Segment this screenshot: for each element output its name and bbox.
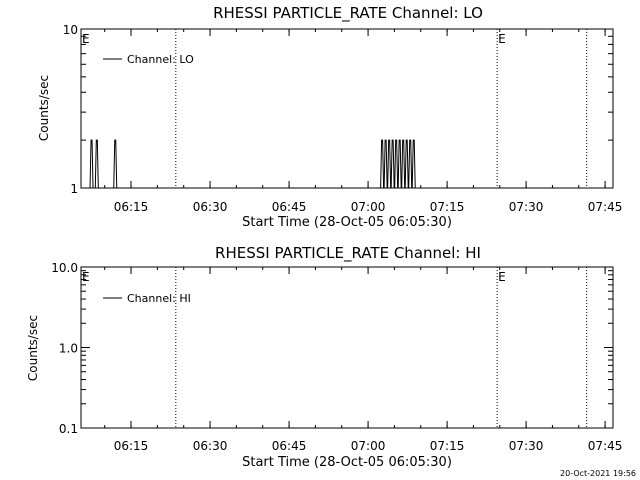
y-axis-label: Counts/sec: [37, 75, 51, 141]
x-axis-label: Start Time (28-Oct-05 06:05:30): [242, 455, 452, 470]
x-tick-label: 07:15: [430, 200, 465, 214]
y-tick-label: 10.0: [51, 261, 78, 275]
data-spike: [397, 139, 402, 189]
data-spike: [404, 139, 409, 189]
y-tick-label: 0.1: [59, 422, 78, 436]
time-marker-label: E: [498, 32, 506, 46]
time-marker-label: E: [82, 32, 90, 46]
x-tick-label: 06:15: [114, 200, 149, 214]
chart-panel-lo: RHESSI PARTICLE_RATE Channel: LO Counts/…: [37, 4, 622, 230]
y-tick-label: 1: [70, 182, 78, 196]
x-tick-label: 07:30: [509, 439, 544, 453]
chart-title: RHESSI PARTICLE_RATE Channel: LO: [213, 4, 483, 23]
data-spike: [94, 139, 99, 189]
data-spike: [401, 139, 406, 189]
chart-panel-hi: RHESSI PARTICLE_RATE Channel: HI Counts/…: [26, 244, 622, 470]
data-spike: [387, 139, 392, 189]
chart-title: RHESSI PARTICLE_RATE Channel: HI: [215, 244, 481, 263]
x-axis-label: Start Time (28-Oct-05 06:05:30): [242, 215, 452, 230]
x-tick-label: 07:45: [588, 200, 623, 214]
data-spike: [390, 139, 395, 189]
legend: Channel: LO: [103, 53, 194, 66]
data-spike: [394, 139, 399, 189]
x-tick-label: 07:15: [430, 439, 465, 453]
data-spike: [408, 139, 413, 189]
plot-frame: [80, 28, 614, 189]
x-tick-label: 07:00: [351, 439, 386, 453]
data-spike: [380, 139, 385, 189]
footer-timestamp: 20-Oct-2021 19:56: [560, 469, 636, 478]
data-spike: [113, 139, 118, 189]
y-axis-label: Counts/sec: [26, 315, 40, 381]
axes: 06:15 06:30 06:45 07:00 07:15 07:30 07:45 0.1 1.…: [51, 261, 622, 453]
data-spike: [89, 139, 94, 189]
x-tick-label: 06:15: [114, 439, 149, 453]
y-tick-label: 1.0: [59, 342, 78, 356]
legend-label: Channel: LO: [127, 53, 194, 66]
data-spike: [411, 139, 416, 189]
x-tick-label: 07:30: [509, 200, 544, 214]
x-tick-label: 06:30: [193, 439, 228, 453]
axes: 06:15 06:30 06:45 07:00 07:15 07:30 07:45 1 10: [63, 23, 623, 214]
x-tick-label: 06:30: [193, 200, 228, 214]
x-tick-label: 06:45: [272, 200, 307, 214]
x-tick-label: 07:00: [351, 200, 386, 214]
x-tick-label: 07:45: [588, 439, 623, 453]
data-spike: [383, 139, 388, 189]
time-marker-label: E: [82, 270, 90, 284]
series-lo: [89, 139, 416, 189]
y-tick-label: 10: [63, 23, 78, 37]
legend-label: Channel: HI: [127, 292, 191, 305]
time-marker-label: E: [498, 270, 506, 284]
legend: Channel: HI: [103, 292, 191, 305]
x-tick-label: 06:45: [272, 439, 307, 453]
